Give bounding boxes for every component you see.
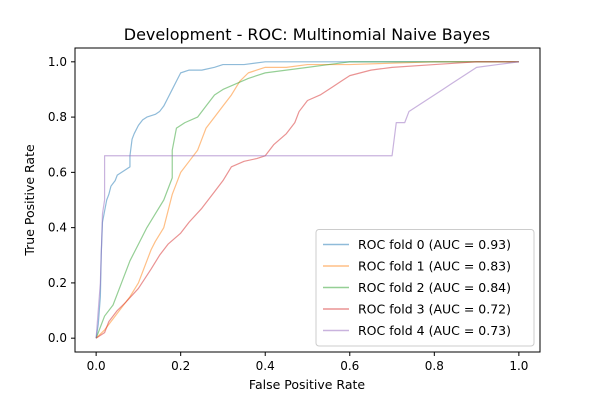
roc-line-fold-1 <box>95 61 519 339</box>
legend-label-fold-0: ROC fold 0 (AUC = 0.93) <box>358 237 511 252</box>
legend: ROC fold 0 (AUC = 0.93) ROC fold 1 (AUC =… <box>315 229 535 347</box>
legend-label-fold-3: ROC fold 3 (AUC = 0.72) <box>358 302 511 317</box>
y-tick-label: 1.0 <box>48 55 67 69</box>
x-axis-ticks: 0.0 0.2 0.4 0.6 0.8 1.0 <box>87 352 528 373</box>
legend-box <box>315 229 535 347</box>
y-tick-label: 0.4 <box>48 221 67 235</box>
y-tick-label: 0.8 <box>48 110 67 124</box>
roc-line-fold-3 <box>95 61 519 339</box>
plot-lines <box>95 61 519 339</box>
x-tick-label: 0.4 <box>256 359 275 373</box>
x-tick-label: 1.0 <box>509 359 528 373</box>
x-axis-label: False Positive Rate <box>249 377 365 392</box>
roc-line-fold-0 <box>95 61 519 339</box>
plot-frame <box>74 47 541 353</box>
legend-label-fold-1: ROC fold 1 (AUC = 0.83) <box>358 259 511 274</box>
legend-label-fold-2: ROC fold 2 (AUC = 0.84) <box>358 280 511 295</box>
x-tick-label: 0.0 <box>87 359 106 373</box>
x-tick-label: 0.8 <box>425 359 444 373</box>
legend-label-fold-4: ROC fold 4 (AUC = 0.73) <box>358 323 511 338</box>
roc-line-fold-4 <box>95 61 519 339</box>
y-axis-label: True Positive Rate <box>22 144 37 257</box>
roc-line-fold-2 <box>95 61 519 339</box>
y-axis-ticks: 0.0 0.2 0.4 0.6 0.8 1.0 <box>48 55 75 345</box>
y-tick-label: 0.6 <box>48 165 67 179</box>
x-tick-label: 0.2 <box>171 359 190 373</box>
y-tick-label: 0.0 <box>48 331 67 345</box>
y-tick-label: 0.2 <box>48 276 67 290</box>
x-tick-label: 0.6 <box>340 359 359 373</box>
chart-title: Development - ROC: Multinomial Naive Bay… <box>124 25 490 44</box>
